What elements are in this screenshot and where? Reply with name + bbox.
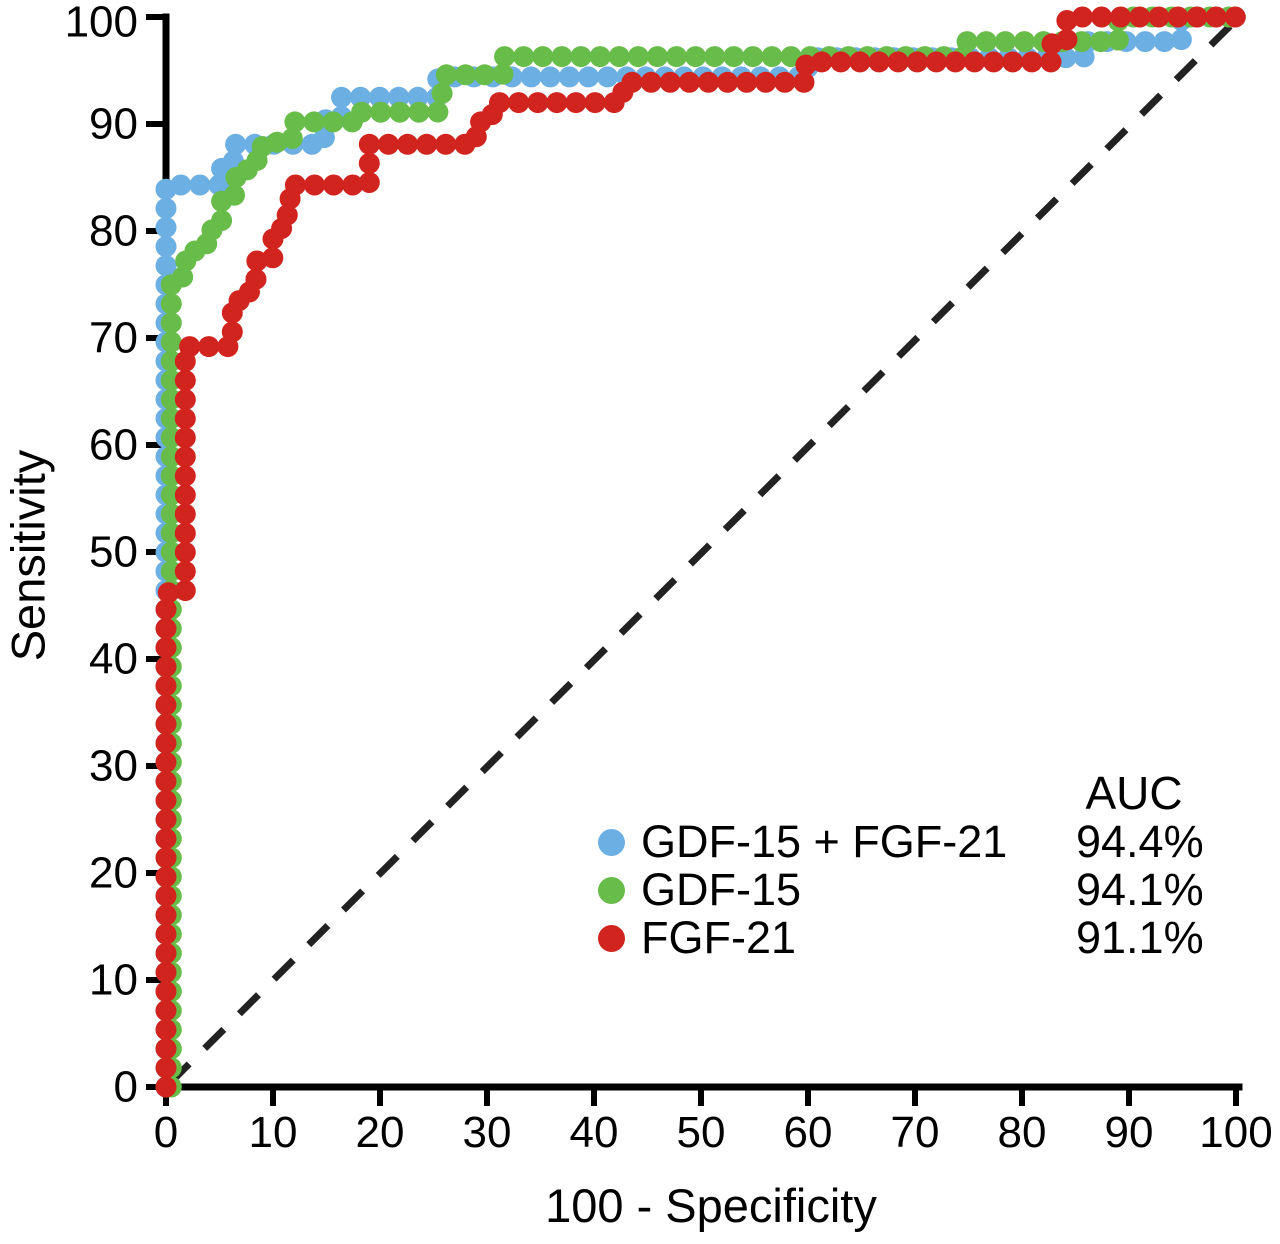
legend-item: GDF-15 94.1%: [592, 864, 1212, 915]
roc-curve-fgf-21: [155, 6, 1247, 1098]
legend-dot-icon: [598, 924, 625, 952]
y-tick-label: 100: [65, 0, 138, 47]
legend-item: GDF-15 + FGF-21 94.4%: [592, 816, 1212, 867]
y-tick-label: 70: [89, 314, 138, 363]
y-tick-label: 20: [89, 849, 138, 898]
legend-auc-value: 94.1%: [1076, 864, 1204, 915]
y-tick-label: 60: [89, 421, 138, 470]
y-tick-label: 40: [89, 635, 138, 684]
y-tick-label: 90: [89, 100, 138, 149]
reference-diagonal-line: [167, 22, 1234, 1086]
x-tick-label: 40: [570, 1108, 619, 1157]
y-tick-label: 80: [89, 207, 138, 256]
legend-label: GDF-15 + FGF-21: [641, 816, 1008, 867]
x-tick-label: 100: [1199, 1108, 1272, 1157]
x-tick-label: 80: [998, 1108, 1047, 1157]
y-tick-label: 0: [114, 1063, 138, 1112]
y-tick-label: 10: [89, 956, 138, 1005]
roc-curve-gdf-15: [160, 6, 1247, 1098]
y-tick-label: 30: [89, 742, 138, 791]
legend-header-auc: AUC: [1085, 767, 1183, 819]
x-tick-label: 0: [154, 1108, 178, 1157]
y-tick-label: 50: [89, 528, 138, 577]
legend-label: FGF-21: [641, 912, 797, 963]
x-tick-label: 60: [784, 1108, 833, 1157]
legend-label: GDF-15: [641, 864, 802, 915]
x-tick-label: 90: [1105, 1108, 1154, 1157]
x-tick-label: 30: [463, 1108, 512, 1157]
legend: AUC GDF-15 + FGF-21 94.4% GDF-15 94.1% F…: [592, 767, 1212, 963]
legend-auc-value: 94.4%: [1076, 816, 1204, 867]
x-tick-label: 70: [891, 1108, 940, 1157]
legend-auc-value: 91.1%: [1076, 912, 1204, 963]
y-axis-title: Sensitivity: [1, 449, 55, 662]
legend-dot-icon: [598, 828, 625, 856]
x-axis-title: 100 - Specificity: [545, 1179, 877, 1232]
legend-item: FGF-21 91.1%: [592, 912, 1212, 963]
legend-dot-icon: [598, 876, 625, 904]
x-tick-label: 50: [677, 1108, 726, 1157]
x-tick-label: 20: [356, 1108, 405, 1157]
x-tick-label: 10: [249, 1108, 298, 1157]
